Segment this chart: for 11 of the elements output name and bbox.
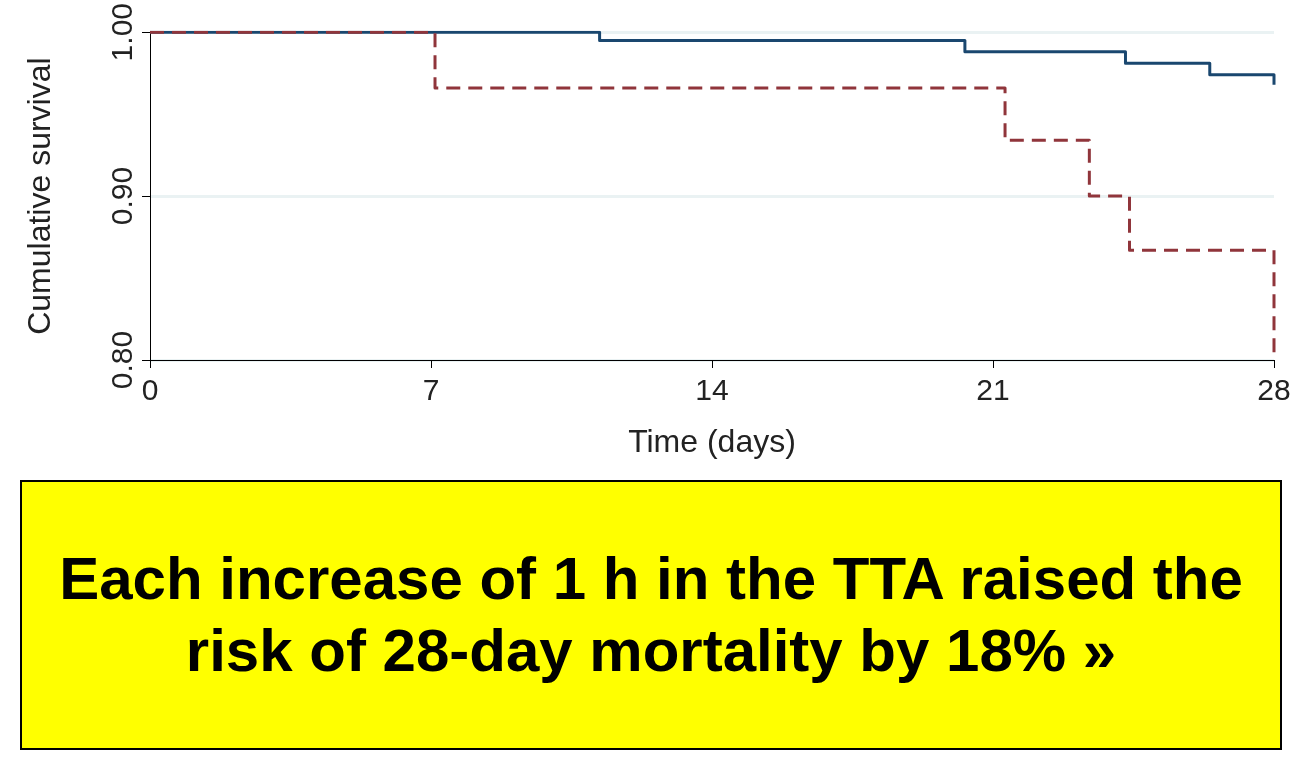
text: Each increase of 1 h in the TTA raised the risk of 28-day mortality by 18% » [58,544,1244,686]
x-tick-label: 7 [422,372,440,406]
x-tick-label: 0 [141,372,159,406]
y-tick-label: 0.80 [104,330,138,390]
y-axis-title: Cumulative survival [21,57,57,335]
y-tick-label: 1.00 [104,3,138,62]
x-tick-label: 28 [1257,372,1291,406]
x-tick-label: 21 [976,372,1010,406]
x-axis-title: Time (days) [628,423,796,459]
y-tick-label: 0.90 [104,166,138,226]
x-tick-label: 14 [695,372,729,406]
